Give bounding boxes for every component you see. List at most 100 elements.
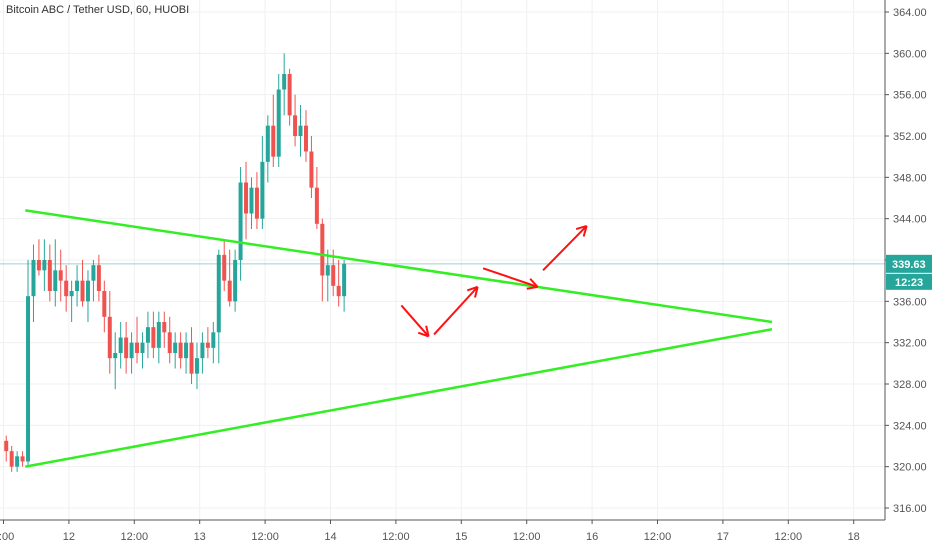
candle-body — [162, 322, 167, 333]
arrow-head — [582, 225, 588, 237]
candles-layer — [4, 53, 347, 472]
candle-body — [4, 440, 9, 452]
candle-body — [75, 280, 80, 291]
candle-body — [69, 291, 74, 297]
x-tick-label: 12:00 — [775, 531, 803, 543]
x-tick-label: 12:00 — [121, 531, 149, 543]
candle — [107, 291, 112, 374]
candle — [189, 327, 194, 384]
trendline-upper — [25, 209, 773, 324]
candle-body — [135, 342, 140, 353]
candle — [271, 94, 276, 167]
candle — [265, 115, 270, 183]
candle — [140, 332, 145, 369]
candle-body — [200, 342, 205, 359]
candle — [151, 311, 156, 359]
candle-body — [238, 182, 243, 260]
candle-body — [9, 451, 14, 467]
candle — [156, 311, 161, 364]
candle — [178, 332, 183, 369]
y-tick-label: 356.00 — [893, 90, 927, 102]
candle-body — [31, 260, 36, 297]
candle-body — [64, 280, 69, 297]
candle-body — [178, 342, 183, 359]
candle-body — [244, 182, 249, 214]
candle-body — [282, 74, 287, 90]
candle-body — [20, 456, 25, 462]
candle-body — [26, 296, 31, 462]
candle-body — [336, 285, 341, 297]
arrows-layer — [400, 224, 588, 338]
candle-body — [233, 260, 238, 302]
candle — [336, 260, 341, 307]
arrow-annotation — [400, 304, 430, 338]
arrow-annotation — [433, 285, 479, 336]
candle — [325, 249, 330, 302]
candle — [200, 332, 205, 374]
y-tick-label: 336.00 — [893, 296, 927, 308]
candle-body — [96, 265, 101, 291]
arrow-shaft — [400, 304, 430, 338]
x-tick-label: 14 — [324, 531, 336, 543]
arrow-head — [575, 224, 587, 231]
x-tick-label: 12 — [63, 531, 75, 543]
candle-body — [53, 270, 58, 291]
x-tick-label: 15 — [455, 531, 467, 543]
y-tick-label: 320.00 — [893, 462, 927, 474]
candle — [303, 110, 308, 162]
candle-body — [42, 260, 47, 271]
candle — [342, 260, 347, 312]
candle — [260, 136, 265, 229]
candle — [173, 332, 178, 369]
trendlines-layer — [25, 209, 773, 468]
countdown-label: 12:23 — [895, 277, 923, 289]
candle-body — [151, 327, 156, 348]
candle-body — [36, 260, 41, 271]
candle — [211, 322, 216, 364]
x-tick-label: 12:00 — [513, 531, 541, 543]
candle-body — [342, 263, 347, 297]
candle — [124, 322, 129, 374]
candle — [42, 239, 47, 291]
chart-grid — [0, 0, 885, 520]
candle — [31, 244, 36, 322]
y-tick-label: 344.00 — [893, 214, 927, 226]
candle-body — [184, 342, 189, 359]
candle — [85, 270, 90, 322]
candle — [298, 105, 303, 157]
candle — [249, 177, 254, 229]
candle-body — [173, 342, 178, 353]
candle-body — [80, 280, 85, 302]
candle — [64, 265, 69, 312]
candle-body — [205, 342, 210, 348]
candle-body — [320, 223, 325, 276]
arrow-shaft — [482, 267, 538, 288]
candle — [194, 342, 199, 390]
candle — [205, 327, 210, 359]
candle — [47, 244, 52, 302]
x-tick-label: 2:00 — [0, 531, 14, 543]
candle-body — [260, 161, 265, 219]
arrow-annotation — [542, 224, 588, 272]
candle — [233, 249, 238, 312]
candle — [69, 280, 74, 322]
candle — [36, 239, 41, 276]
candle — [287, 68, 292, 126]
candle — [15, 451, 20, 472]
x-tick-label: 16 — [586, 531, 598, 543]
candle-body — [107, 316, 112, 359]
price-tags: 339.63 12:23 — [886, 254, 932, 290]
candle-body — [216, 254, 221, 333]
candle-body — [265, 125, 270, 162]
candle — [227, 249, 232, 307]
arrow-head — [466, 285, 478, 292]
candle — [91, 260, 96, 302]
y-tick-label: 360.00 — [893, 48, 927, 60]
candle — [276, 74, 281, 167]
y-tick-label: 316.00 — [893, 503, 927, 515]
arrow-head — [425, 325, 430, 337]
arrow-head — [417, 331, 429, 338]
candle-body — [227, 280, 232, 302]
